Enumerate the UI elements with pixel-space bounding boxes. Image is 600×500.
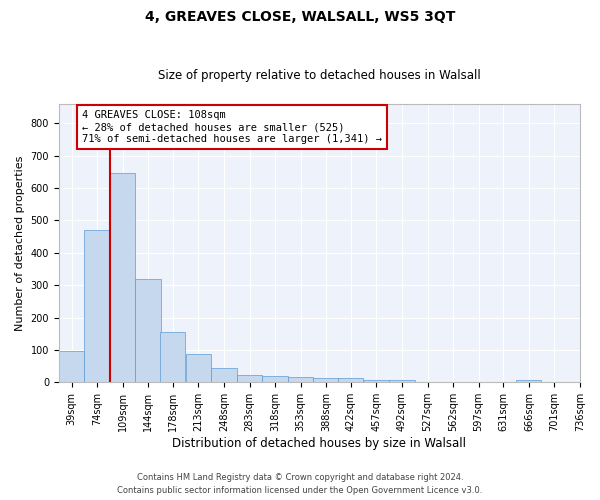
Bar [237,375,262,382]
Bar [338,378,364,382]
Bar [288,376,313,382]
X-axis label: Distribution of detached houses by size in Walsall: Distribution of detached houses by size … [172,437,466,450]
Title: Size of property relative to detached houses in Walsall: Size of property relative to detached ho… [158,69,481,82]
Bar [110,172,135,382]
Bar [186,354,211,382]
Bar [262,376,287,382]
Y-axis label: Number of detached properties: Number of detached properties [15,156,25,331]
Bar [313,378,338,382]
Bar [136,278,161,382]
Bar [516,380,541,382]
Text: 4 GREAVES CLOSE: 108sqm
← 28% of detached houses are smaller (525)
71% of semi-d: 4 GREAVES CLOSE: 108sqm ← 28% of detache… [82,110,382,144]
Bar [211,368,236,382]
Bar [160,332,185,382]
Bar [85,230,110,382]
Text: 4, GREAVES CLOSE, WALSALL, WS5 3QT: 4, GREAVES CLOSE, WALSALL, WS5 3QT [145,10,455,24]
Text: Contains HM Land Registry data © Crown copyright and database right 2024.
Contai: Contains HM Land Registry data © Crown c… [118,474,482,495]
Bar [59,352,84,382]
Bar [364,380,389,382]
Bar [389,380,415,382]
